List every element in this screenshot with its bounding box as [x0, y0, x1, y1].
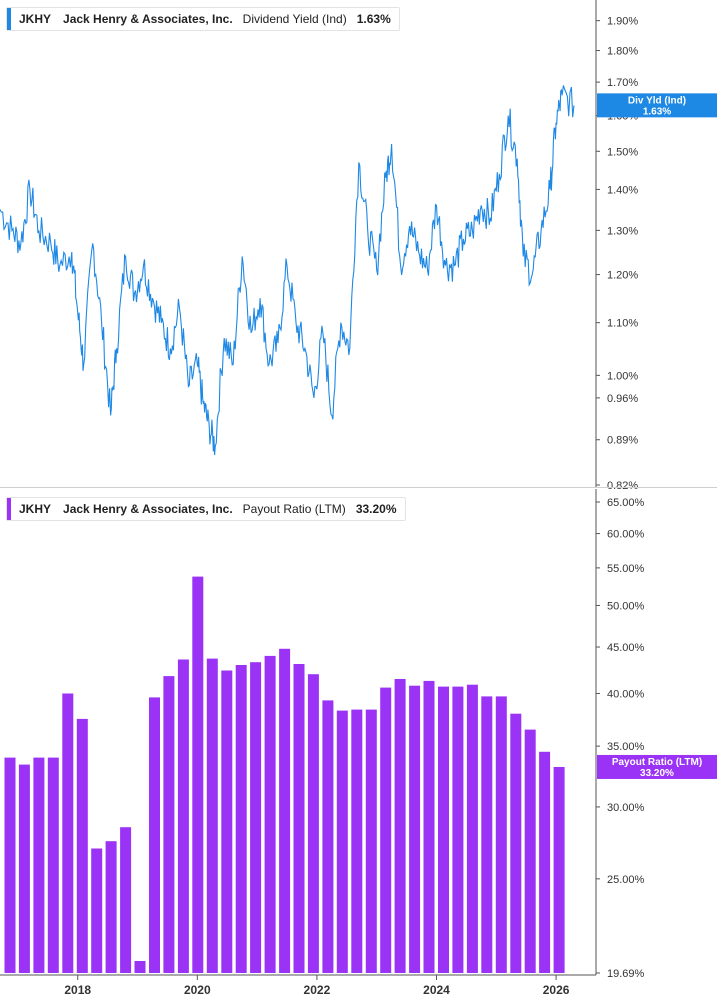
- payout-bar: [481, 696, 493, 973]
- payout-ratio-last-value-tag: Payout Ratio (LTM) 33.20%: [597, 754, 717, 779]
- payout-bar: [438, 686, 449, 973]
- payout-bar: [134, 961, 146, 973]
- y-tick-label: 1.10%: [607, 318, 638, 330]
- payout-bar: [409, 685, 421, 973]
- payout-ratio-legend: JKHY Jack Henry & Associates, Inc. Payou…: [6, 497, 406, 521]
- payout-bar: [163, 676, 175, 973]
- payout-ratio-tag-label: Payout Ratio (LTM): [612, 757, 702, 768]
- div-yield-tag-background: [597, 93, 717, 118]
- payout-bar: [105, 841, 117, 973]
- payout-bar: [336, 710, 348, 973]
- payout-bar: [120, 827, 132, 973]
- bottom-y-axis-ticks: 65.00% 60.00% 55.00% 50.00% 45.00% 40.00% 35.0…: [596, 497, 645, 980]
- y-tick-label: 1.00%: [607, 370, 638, 382]
- y-tick-label: 1.70%: [607, 77, 638, 89]
- payout-bar: [279, 648, 291, 973]
- y-tick-label: 19.69%: [607, 968, 645, 980]
- dividend-yield-series-line: [0, 85, 575, 456]
- payout-bar: [76, 718, 88, 973]
- payout-ratio-panel: 65.00% 60.00% 55.00% 50.00% 45.00% 40.00% 35.0…: [0, 489, 717, 997]
- payout-bar: [149, 697, 160, 973]
- payout-bar: [177, 659, 189, 973]
- y-tick-label: 45.00%: [607, 642, 645, 654]
- x-tick-label: 2018: [64, 983, 91, 997]
- legend-metric: Payout Ratio (LTM): [242, 502, 346, 516]
- top-y-axis-ticks: 1.90%1.80%1.70%1.60%1.50%1.40%1.30%1.20%…: [596, 16, 638, 492]
- payout-bar: [293, 664, 305, 973]
- legend-value: 33.20%: [355, 502, 397, 516]
- payout-bar: [510, 713, 522, 973]
- y-tick-label: 1.50%: [607, 146, 638, 158]
- payout-bar: [206, 658, 218, 973]
- x-tick-label: 2022: [304, 983, 331, 997]
- payout-bar: [33, 757, 45, 973]
- payout-bar: [365, 709, 377, 973]
- y-tick-label: 60.00%: [607, 529, 645, 541]
- y-tick-label: 55.00%: [607, 563, 645, 575]
- payout-bar: [250, 662, 262, 973]
- payout-ratio-tag-value: 33.20%: [640, 768, 674, 779]
- payout-ratio-tag-background: [597, 754, 717, 779]
- payout-bar: [91, 848, 103, 973]
- y-tick-label: 1.90%: [607, 16, 638, 28]
- x-tick-label: 2026: [543, 983, 570, 997]
- y-tick-label: 25.00%: [607, 874, 645, 886]
- dividend-yield-legend: JKHY Jack Henry & Associates, Inc. Divid…: [6, 7, 400, 31]
- payout-bar: [394, 679, 406, 973]
- payout-bar: [423, 680, 435, 973]
- y-tick-label: 35.00%: [607, 741, 645, 753]
- legend-swatch-purple: [7, 498, 11, 520]
- y-tick-label: 65.00%: [607, 497, 645, 509]
- legend-swatch-blue: [7, 8, 11, 30]
- legend-metric: Dividend Yield (Ind): [242, 12, 347, 26]
- payout-bar: [524, 729, 536, 973]
- payout-bar: [380, 687, 392, 973]
- y-tick-label: 30.00%: [607, 802, 645, 814]
- payout-bar: [452, 686, 464, 973]
- payout-bar: [466, 684, 478, 973]
- y-tick-label: 0.82%: [607, 480, 638, 492]
- payout-bar: [62, 693, 74, 973]
- div-yield-tag-value: 1.63%: [643, 106, 671, 117]
- x-tick-label: 2020: [184, 983, 211, 997]
- y-tick-label: 1.40%: [607, 184, 638, 196]
- y-tick-label: 50.00%: [607, 600, 645, 612]
- payout-ratio-bars: [4, 576, 565, 973]
- legend-ticker: JKHY: [19, 502, 52, 516]
- payout-bar: [192, 576, 204, 973]
- payout-bar: [553, 767, 565, 973]
- payout-bar: [4, 757, 16, 973]
- payout-bar: [307, 674, 319, 973]
- payout-bar: [264, 655, 276, 973]
- dividend-yield-panel: 1.90%1.80%1.70%1.60%1.50%1.40%1.30%1.20%…: [0, 0, 717, 492]
- legend-company: Jack Henry & Associates, Inc.: [63, 12, 233, 26]
- legend-value: 1.63%: [356, 12, 391, 26]
- payout-bar: [351, 709, 363, 973]
- payout-bar: [221, 670, 233, 973]
- payout-bar: [539, 751, 551, 973]
- div-yield-last-value-tag: Div Yld (Ind) 1.63%: [597, 93, 717, 118]
- x-axis-ticks: 2018 2020 2022 2024 2026: [64, 975, 570, 997]
- div-yield-tag-label: Div Yld (Ind): [628, 95, 686, 106]
- y-tick-label: 1.20%: [607, 270, 638, 282]
- payout-bar: [47, 757, 59, 973]
- payout-bar: [495, 696, 507, 973]
- legend-company: Jack Henry & Associates, Inc.: [63, 502, 233, 516]
- y-tick-label: 1.30%: [607, 225, 638, 237]
- y-tick-label: 0.89%: [607, 435, 638, 447]
- payout-bar: [235, 665, 247, 973]
- x-tick-label: 2024: [423, 983, 450, 997]
- y-tick-label: 0.96%: [607, 393, 638, 405]
- y-tick-label: 40.00%: [607, 688, 645, 700]
- payout-bar: [322, 700, 334, 973]
- legend-ticker: JKHY: [19, 12, 52, 26]
- payout-bar: [18, 764, 30, 973]
- y-tick-label: 1.80%: [607, 46, 638, 58]
